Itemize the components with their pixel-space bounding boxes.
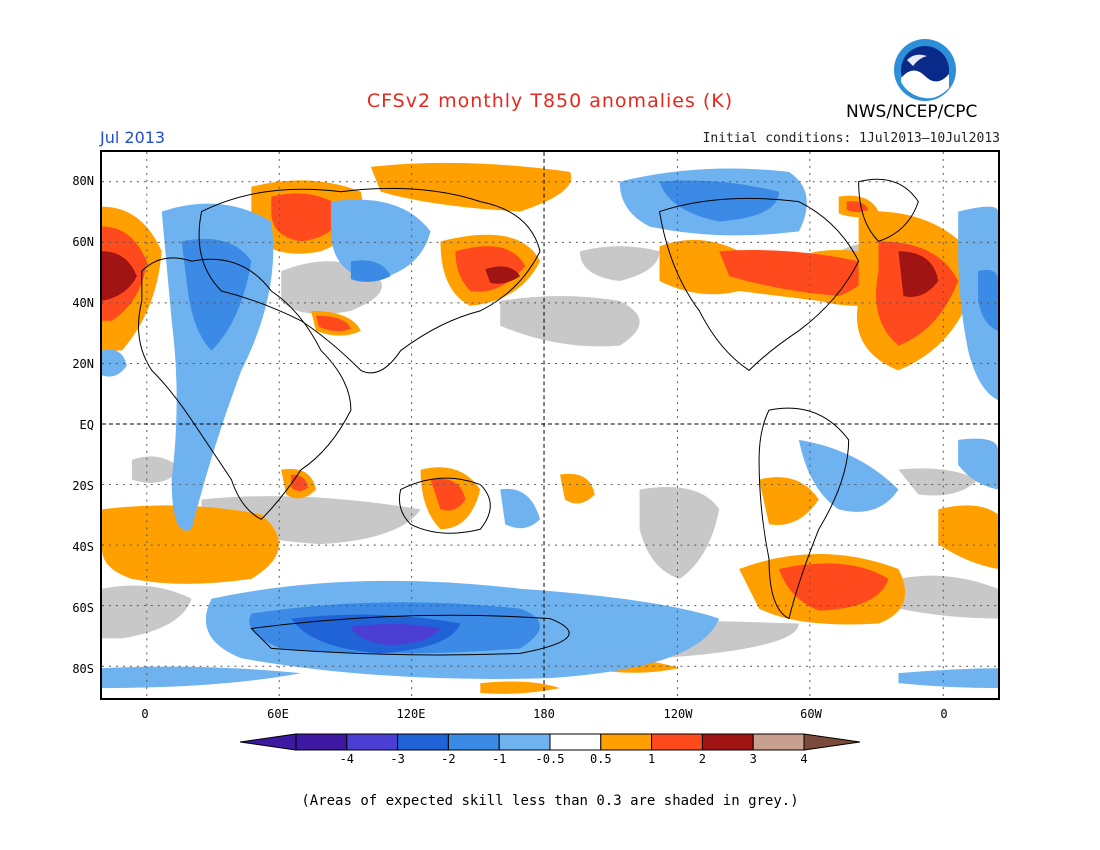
forecast-month: Jul 2013 — [100, 128, 166, 147]
colorbar — [240, 733, 860, 751]
agency-label: NWS/NCEP/CPC — [846, 102, 978, 122]
anomaly-map — [100, 150, 1000, 700]
colorbar-segment — [701, 733, 754, 751]
colorbar-segment — [498, 733, 551, 751]
skill-note: (Areas of expected skill less than 0.3 a… — [301, 793, 799, 809]
colorbar-tick-label: -1 — [491, 752, 507, 766]
colorbar-right-arrow — [803, 733, 860, 751]
lat-label: 40S — [72, 540, 94, 554]
colorbar-segment — [346, 733, 399, 751]
lat-label: 20N — [72, 357, 94, 371]
colorbar-tick-label: 4 — [800, 752, 808, 766]
colorbar-segment — [397, 733, 449, 751]
lon-label: 120W — [663, 707, 693, 721]
lat-label: EQ — [79, 418, 94, 432]
lat-label: 60S — [72, 601, 94, 615]
colorbar-segment — [600, 733, 653, 751]
colorbar-segment — [752, 733, 805, 751]
colorbar-left-arrow — [240, 733, 297, 751]
colorbar-segment — [447, 733, 500, 751]
colorbar-tick-label: 1 — [647, 752, 656, 766]
lat-label: 80S — [72, 662, 94, 676]
continent-outlines — [138, 178, 919, 656]
lon-label: 60W — [800, 707, 822, 721]
colorbar-tick-label: 3 — [749, 752, 757, 766]
lon-label: 120E — [396, 707, 426, 721]
colorbar-tick-label: 2 — [698, 752, 706, 766]
colorbar-tick-label: -2 — [441, 752, 456, 766]
colorbar-segment — [651, 733, 703, 751]
initial-conditions: Initial conditions: 1Jul2013–10Jul2013 — [702, 131, 1000, 146]
noaa-logo-icon — [894, 39, 956, 101]
gridlines — [102, 152, 998, 698]
lon-label: 60E — [267, 707, 289, 721]
colorbar-tick-label: -4 — [339, 752, 355, 766]
equator-and-dateline — [102, 152, 998, 698]
colorbar-tick-label: -0.5 — [535, 752, 565, 766]
lon-label: 180 — [533, 707, 555, 721]
colorbar-tick-label: -3 — [390, 752, 405, 766]
colorbar-segment — [549, 733, 602, 751]
lat-label: 80N — [72, 174, 94, 188]
lat-label: 40N — [72, 296, 94, 310]
lon-label: 0 — [141, 707, 149, 721]
lat-label: 60N — [72, 235, 94, 249]
lon-label: 0 — [940, 707, 948, 721]
colorbar-segment — [295, 733, 348, 751]
map-title: CFSv2 monthly T850 anomalies (K) — [366, 90, 734, 112]
colorbar-tick-label: 0.5 — [589, 752, 612, 766]
lat-label: 20S — [72, 479, 94, 493]
